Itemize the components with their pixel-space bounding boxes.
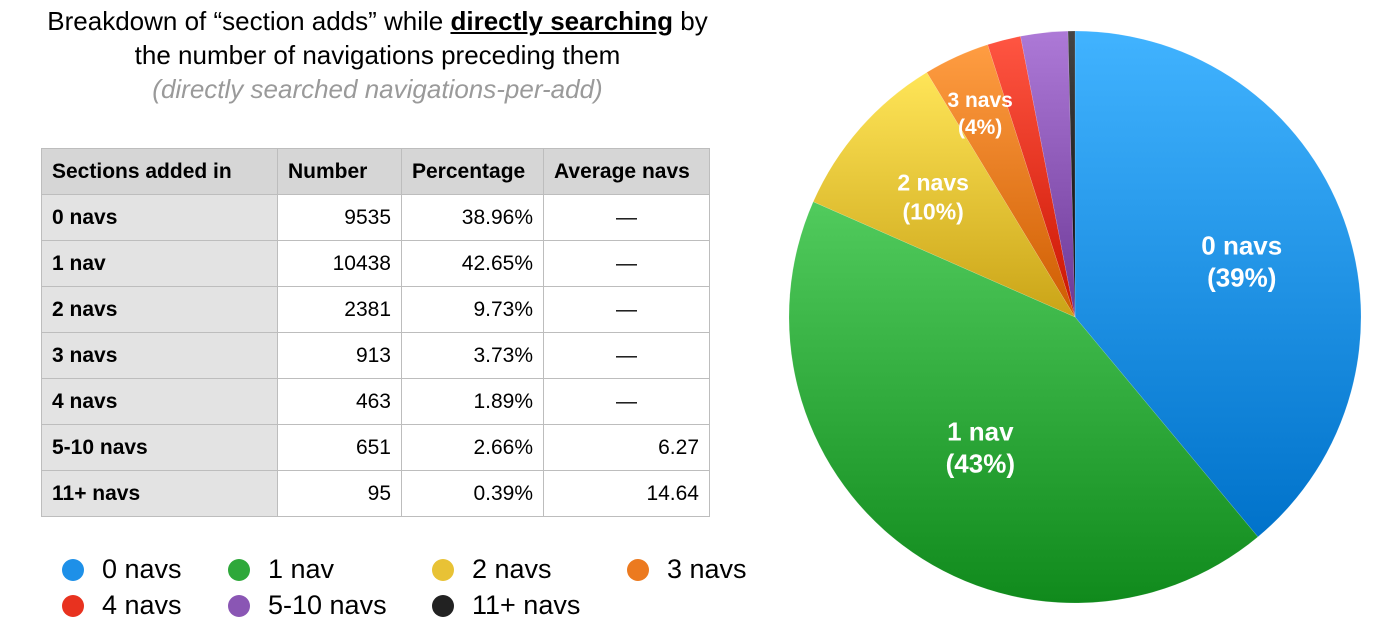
row-percentage: 1.89% [401,378,544,425]
pie-slice-11-navs [1067,30,1076,318]
pie-slice-1-nav [788,201,1259,604]
row-percentage: 38.96% [401,194,544,241]
table-row: 5-10 navs 651 2.66% 6.27 [41,424,710,471]
slice-label: 1 nav [947,417,1014,447]
legend-label: 0 navs [102,554,182,584]
row-number: 95 [277,470,402,517]
table-row: 3 navs 913 3.73% — [41,332,710,379]
legend-row-1: 0 navs 1 nav 2 navs 3 navs [62,554,782,590]
pie-slice-0-navs [1074,30,1362,538]
legend-item-5: 5-10 navs [228,590,387,621]
legend: 0 navs 1 nav 2 navs 3 navs 4 navs 5-10 n… [62,554,782,626]
row-average: 6.27 [543,424,710,471]
legend-dot-icon [62,594,84,617]
row-label: 4 navs [41,378,278,425]
legend-row-2: 4 navs 5-10 navs 11+ navs [62,590,782,626]
table-row: 2 navs 2381 9.73% — [41,286,710,333]
row-percentage: 42.65% [401,240,544,287]
row-number: 913 [277,332,402,379]
slice-label: 2 navs [897,169,969,195]
table-row: 11+ navs 95 0.39% 14.64 [41,470,710,517]
row-percentage: 3.73% [401,332,544,379]
legend-dot-icon [228,558,250,581]
row-label: 2 navs [41,286,278,333]
header-sections: Sections added in [41,148,278,195]
row-percentage: 0.39% [401,470,544,517]
slice-percent-label: (43%) [946,449,1015,479]
pie-chart: 0 navs(39%) 1 nav(43%) 2 navs (10%) 3 navs (4… [788,30,1362,604]
legend-label: 2 navs [472,554,552,584]
legend-label: 11+ navs [472,590,581,620]
row-average: — [543,286,710,333]
row-label: 3 navs [41,332,278,379]
pie-labels: 0 navs(39%) 1 nav(43%) 2 navs (10%) 3 navs (4… [897,89,1282,479]
legend-item-0: 0 navs [62,554,182,585]
slice-percent-label: (39%) [1207,263,1276,293]
row-percentage: 9.73% [401,286,544,333]
legend-dot-icon [432,558,454,581]
title-post: by [673,6,708,36]
table-row: 0 navs 9535 38.96% — [41,194,710,241]
row-number: 2381 [277,286,402,333]
pie-slices [788,30,1362,604]
row-label: 0 navs [41,194,278,241]
legend-label: 3 navs [667,554,747,584]
legend-label: 1 nav [268,554,335,584]
title-pre: Breakdown of “section adds” while [47,6,451,36]
row-label: 11+ navs [41,470,278,517]
chart-subtitle: (directly searched navigations-per-add) [152,74,603,104]
row-average: — [543,194,710,241]
row-average: — [543,378,710,425]
table-body: 0 navs 9535 38.96% —1 nav 10438 42.65% —2 navs… [41,194,710,517]
row-number: 651 [277,424,402,471]
slice-percent-label: (4%) [958,116,1002,139]
row-label: 5-10 navs [41,424,278,471]
pie-slice-3-navs [926,44,1076,318]
header-percentage: Percentage [401,148,544,195]
row-average: — [543,332,710,379]
row-average: 14.64 [543,470,710,517]
legend-label: 4 navs [102,590,182,620]
pie-slice-5-10-navs [1020,30,1076,318]
slice-label: 3 navs [947,89,1012,112]
header-average: Average navs [543,148,710,195]
row-average: — [543,240,710,287]
title-emphasis: directly searching [450,6,674,36]
legend-dot-icon [432,594,454,617]
title-line-2: the number of navigations preceding them [134,40,621,70]
legend-item-6: 11+ navs [432,590,580,621]
data-table: Sections added in Number Percentage Aver… [41,148,710,517]
legend-item-3: 3 navs [627,554,747,585]
table-header-row: Sections added in Number Percentage Aver… [41,148,710,195]
row-number: 9535 [277,194,402,241]
pie-slice-4-navs [987,35,1076,318]
row-number: 463 [277,378,402,425]
row-percentage: 2.66% [401,424,544,471]
chart-title: Breakdown of “section adds” while direct… [0,4,755,106]
table-row: 4 navs 463 1.89% — [41,378,710,425]
row-number: 10438 [277,240,402,287]
legend-item-4: 4 navs [62,590,182,621]
legend-label: 5-10 navs [268,590,387,620]
legend-item-1: 1 nav [228,554,334,585]
legend-dot-icon [62,558,84,581]
pie-slice-2-navs [812,72,1076,318]
legend-item-2: 2 navs [432,554,552,585]
legend-dot-icon [228,594,250,617]
title-line-1: Breakdown of “section adds” while direct… [0,4,755,38]
slice-percent-label: (10%) [902,198,963,224]
table-row: 1 nav 10438 42.65% — [41,240,710,287]
row-label: 1 nav [41,240,278,287]
legend-dot-icon [627,558,649,581]
slice-label: 0 navs [1201,231,1282,261]
header-number: Number [277,148,402,195]
